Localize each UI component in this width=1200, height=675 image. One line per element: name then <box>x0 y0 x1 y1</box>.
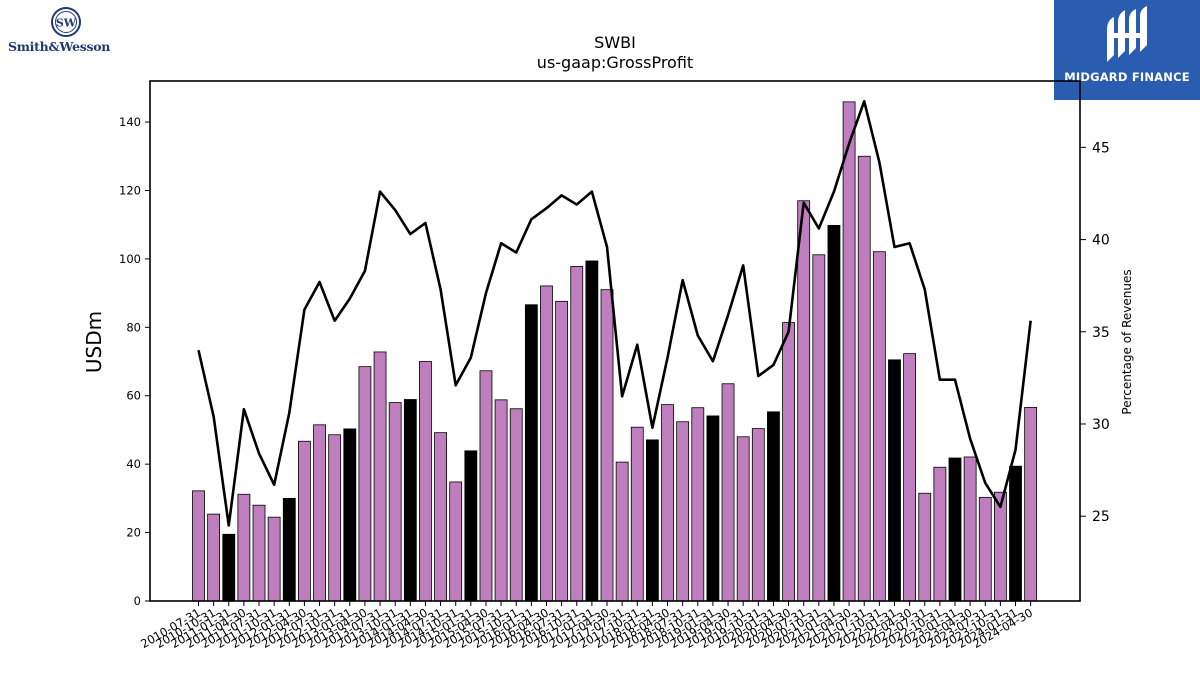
y2-tick-label: 35 <box>1092 325 1110 341</box>
bar-2011-04-30 <box>237 493 251 602</box>
bar-2014-01-31 <box>403 399 417 602</box>
bar-2021-01-31 <box>827 224 841 602</box>
y2-tick-label: 45 <box>1092 140 1110 156</box>
plot-frame <box>149 80 1081 602</box>
bar-2017-01-31 <box>585 260 599 602</box>
bar-2022-01-31 <box>888 359 901 602</box>
bar-2023-07-31 <box>978 496 992 602</box>
bar-2018-04-30 <box>661 404 674 602</box>
bar-2024-04-30 <box>1024 406 1038 602</box>
bar-2014-04-30 <box>419 361 432 602</box>
midgard-mark-icon <box>1107 6 1147 62</box>
bar-2015-04-30 <box>479 370 493 602</box>
bar-2024-01-31 <box>1009 465 1022 602</box>
line-series <box>197 99 1032 527</box>
bar-2020-01-31 <box>767 411 780 602</box>
bar-2021-04-30 <box>842 101 856 602</box>
bar-2012-07-31 <box>313 424 326 602</box>
bar-2015-01-31 <box>464 450 478 602</box>
y2-tick-label: 40 <box>1092 233 1110 249</box>
percentage-line <box>197 99 1032 527</box>
bar-2016-04-30 <box>540 285 553 602</box>
sw-seal-icon: SW <box>51 7 81 37</box>
bar-2016-07-31 <box>555 300 569 602</box>
bar-2019-04-30 <box>721 383 735 602</box>
bar-2017-10-31 <box>630 426 644 602</box>
bar-2013-04-30 <box>358 366 372 602</box>
bar-2011-01-31 <box>222 533 236 602</box>
bar-series <box>192 101 1038 602</box>
midgard-finance-wordmark: MIDGARD FINANCE <box>1064 70 1190 84</box>
bar-2017-07-31 <box>615 461 629 602</box>
bar-2016-10-31 <box>570 266 584 602</box>
bar-2019-01-31 <box>706 415 720 602</box>
bar-2021-07-31 <box>857 155 871 602</box>
bar-2013-07-31 <box>373 351 387 602</box>
bar-2020-07-31 <box>797 200 811 602</box>
y-tick-label: 100 <box>119 252 141 266</box>
bar-2018-07-31 <box>676 421 690 602</box>
bar-2017-04-30 <box>600 289 614 602</box>
chart-title: SWBI <box>594 33 636 52</box>
y-tick-label: 40 <box>126 457 141 471</box>
bar-2016-01-31 <box>524 304 538 602</box>
y2-tick-label: 30 <box>1092 417 1110 433</box>
y-tick-label: 80 <box>126 320 141 334</box>
axes: 02040608010012014025303540452010-07-3120… <box>119 80 1110 651</box>
bar-2021-10-31 <box>872 251 886 602</box>
bar-2022-07-31 <box>918 492 932 602</box>
bar-2023-10-31 <box>993 491 1007 602</box>
y-tick-label: 0 <box>134 594 141 608</box>
y-tick-label: 20 <box>126 526 141 540</box>
y-axis-title: USDm <box>82 311 106 373</box>
bar-2023-04-30 <box>963 456 977 602</box>
smith-wesson-wordmark: Smith&Wesson <box>8 39 111 54</box>
bar-2018-10-31 <box>691 407 705 602</box>
smith-wesson-logo: SW <box>6 6 128 56</box>
bar-2014-10-31 <box>449 481 463 602</box>
bar-2023-01-31 <box>948 457 962 602</box>
bar-2010-10-31 <box>207 513 221 602</box>
bar-2020-10-31 <box>812 254 826 602</box>
bar-2013-10-31 <box>388 402 402 602</box>
bar-2019-10-31 <box>751 428 765 602</box>
bar-2014-07-31 <box>434 432 447 602</box>
bar-2019-07-31 <box>736 436 750 602</box>
y-tick-label: 120 <box>119 183 141 197</box>
bar-2015-10-31 <box>509 408 523 602</box>
y-tick-label: 60 <box>126 389 141 403</box>
bar-2011-07-31 <box>252 504 266 602</box>
svg-text:SW: SW <box>56 17 77 30</box>
y-tick-label: 140 <box>119 115 141 129</box>
y2-axis-title: Percentage of Revenues <box>1120 269 1134 414</box>
bar-2010-07-31 <box>192 490 205 602</box>
bar-2022-10-31 <box>933 466 947 602</box>
bar-2015-07-31 <box>494 399 508 602</box>
bar-2012-01-31 <box>282 497 296 602</box>
y2-tick-label: 25 <box>1092 509 1110 525</box>
bar-2022-04-30 <box>903 353 917 602</box>
bar-2013-01-31 <box>343 428 357 602</box>
midgard-finance-logo: MIDGARD FINANCE <box>1054 0 1200 100</box>
bar-2012-04-30 <box>298 440 311 602</box>
bar-2011-10-31 <box>267 516 281 602</box>
bar-2012-10-31 <box>328 434 342 602</box>
bar-2020-04-30 <box>782 322 795 602</box>
bar-2018-01-31 <box>646 439 659 602</box>
chart-subtitle: us-gaap:GrossProfit <box>537 53 693 72</box>
